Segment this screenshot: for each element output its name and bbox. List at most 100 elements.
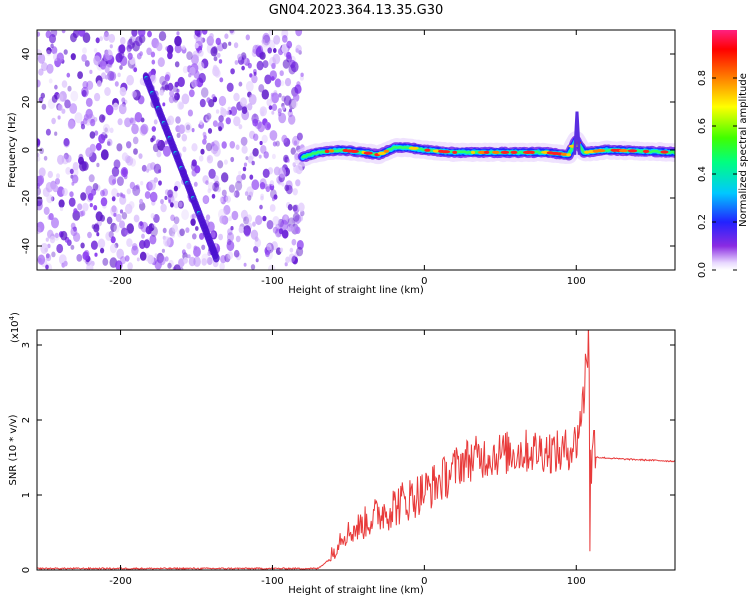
noise-blob [111, 166, 120, 177]
noise-blob [174, 61, 180, 68]
noise-blob [116, 143, 123, 152]
noise-blob [284, 77, 292, 87]
noise-blob [246, 186, 254, 197]
signal-hotspot [595, 149, 606, 153]
noise-blob [272, 216, 280, 226]
noise-blob [135, 184, 140, 190]
top-x-tick-label: 100 [567, 276, 586, 287]
noise-blob [147, 30, 152, 38]
diagonal-blob [212, 253, 220, 263]
noise-blob [291, 218, 296, 224]
noise-blob [76, 254, 83, 262]
noise-blob [46, 63, 54, 74]
noise-blob [105, 49, 113, 61]
noise-blob [188, 73, 192, 78]
noise-blob [238, 170, 242, 175]
signal-track [293, 111, 675, 167]
noise-blob [48, 213, 54, 221]
noise-blob [63, 138, 70, 147]
noise-blob [51, 94, 58, 103]
noise-blob [278, 112, 287, 124]
noise-blob [253, 133, 259, 141]
noise-blob [106, 216, 113, 225]
noise-blob [186, 242, 192, 250]
noise-blob [193, 256, 201, 267]
noise-blob [104, 134, 108, 139]
noise-blob [152, 223, 156, 229]
noise-blob [140, 123, 149, 135]
noise-blob [245, 81, 254, 92]
top-x-tick-label: -100 [261, 276, 284, 287]
noise-blob [265, 250, 270, 257]
noise-blob [164, 189, 170, 196]
noise-blob [205, 214, 211, 221]
noise-blob [61, 154, 69, 165]
noise-blob [131, 245, 139, 256]
noise-blob [219, 197, 224, 203]
noise-blob [127, 262, 133, 270]
noise-blob [199, 232, 205, 240]
noise-blob [51, 217, 59, 229]
noise-blob [82, 47, 87, 54]
noise-blob [206, 112, 212, 120]
top-panel: -200 -100 0 100 40 20 0 -20 -40 Height of strai… [7, 29, 676, 296]
noise-blob [66, 72, 71, 78]
noise-blob [151, 59, 156, 65]
noise-blob [168, 95, 175, 104]
noise-blob [286, 40, 293, 49]
noise-blob [37, 196, 43, 207]
noise-blob [89, 118, 96, 127]
noise-blob [266, 243, 272, 251]
noise-blob [200, 87, 209, 98]
noise-blob [111, 205, 117, 213]
noise-blob [238, 124, 243, 130]
noise-blob [153, 119, 158, 125]
noise-blob [176, 31, 180, 36]
noise-blob [235, 235, 241, 243]
noise-blob [187, 109, 193, 117]
noise-blob [176, 88, 180, 93]
noise-blob [79, 210, 84, 217]
noise-blob [133, 148, 138, 155]
noise-blob [199, 98, 206, 108]
noise-blob [206, 257, 213, 265]
noise-blob [87, 193, 94, 201]
top-y-axis-label: Frequency (Hz) [7, 112, 18, 188]
noise-blob [126, 141, 132, 149]
colorbar-label: Normalized spectral amplitude [738, 73, 749, 227]
noise-blob [186, 51, 193, 60]
noise-blob [158, 31, 167, 42]
noise-blob [119, 86, 127, 97]
noise-blob [37, 175, 45, 185]
noise-blob [95, 37, 100, 44]
noise-blob [139, 198, 144, 205]
noise-blob [230, 106, 238, 116]
noise-blob [215, 37, 221, 46]
noise-blob [221, 189, 227, 197]
noise-blob [248, 94, 257, 105]
noise-blob [56, 52, 64, 63]
noise-blob [216, 186, 221, 193]
noise-blob [113, 224, 120, 233]
noise-blob [279, 247, 284, 253]
noise-blob [111, 188, 118, 198]
noise-blob [122, 194, 126, 199]
noise-blob [80, 242, 85, 249]
noise-blob [48, 78, 53, 84]
noise-blob [99, 36, 103, 42]
noise-blob [64, 99, 71, 109]
noise-blob [67, 85, 72, 92]
noise-blob [105, 75, 109, 80]
bottom-x-tick-label: 0 [421, 576, 427, 587]
noise-blob [104, 127, 108, 133]
noise-blob [262, 215, 267, 222]
svg-text:(x104): (x104) [8, 312, 21, 343]
noise-blob [207, 188, 212, 194]
noise-blob [168, 259, 174, 268]
noise-blob [45, 264, 49, 270]
noise-blob [233, 92, 240, 102]
top-y-ticks: 40 20 0 -20 -40 [21, 48, 675, 254]
noise-blob [291, 255, 298, 264]
noise-blob [85, 147, 93, 158]
noise-blob [173, 200, 180, 209]
